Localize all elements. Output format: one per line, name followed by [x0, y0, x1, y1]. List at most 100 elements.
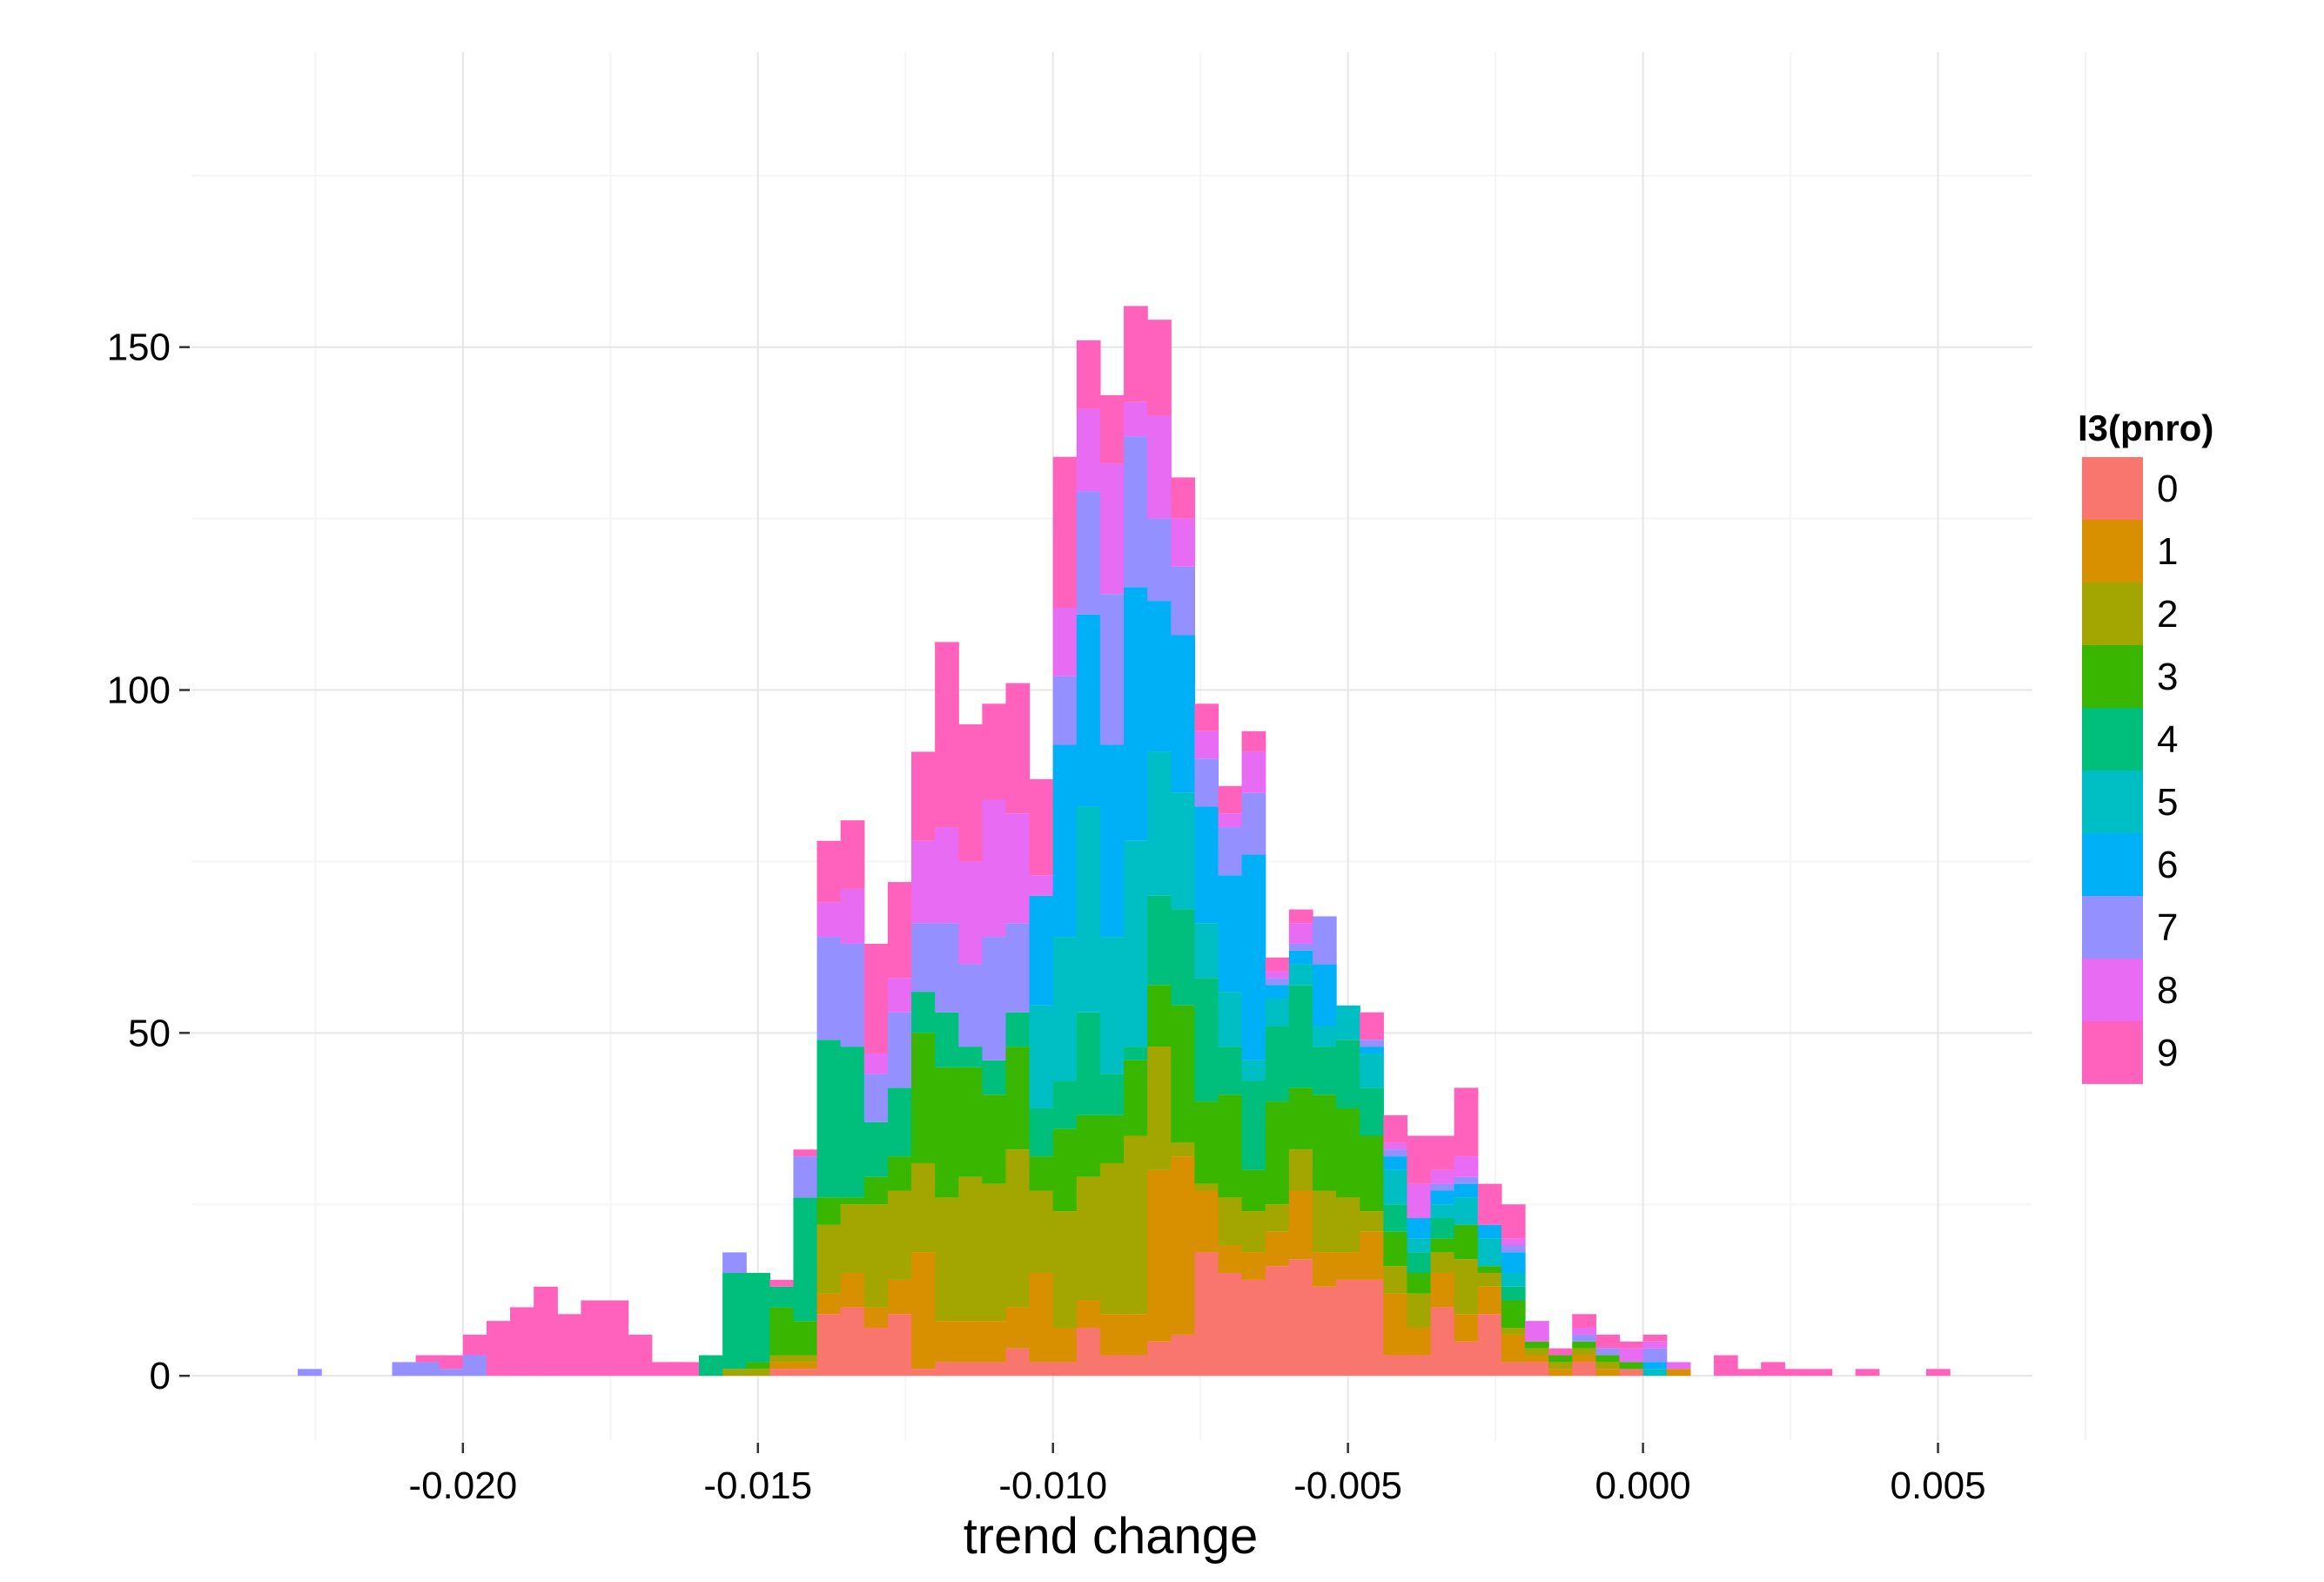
- histogram-bar-segment: [1052, 676, 1078, 745]
- histogram-bar-segment: [887, 1314, 912, 1377]
- histogram-bar-segment: [1052, 1362, 1078, 1377]
- histogram-bar-segment: [510, 1307, 534, 1377]
- histogram-bar-segment: [1336, 1252, 1360, 1280]
- histogram-bar-segment: [1076, 1114, 1101, 1177]
- histogram-bar-segment: [698, 1355, 723, 1377]
- histogram-bar-segment: [1241, 751, 1266, 793]
- histogram-bar-segment: [1925, 1369, 1951, 1377]
- histogram-bar-segment: [935, 1197, 959, 1322]
- bars-layer: [298, 306, 1951, 1377]
- histogram-bar-segment: [1360, 1135, 1384, 1212]
- histogram-bar-segment: [1147, 985, 1172, 1047]
- histogram-bar-segment: [1312, 1047, 1337, 1095]
- histogram-bar-segment: [1525, 1341, 1549, 1349]
- histogram-bar-segment: [1099, 594, 1125, 745]
- histogram-bar-segment: [982, 937, 1007, 1060]
- legend-label: 6: [2157, 844, 2178, 886]
- histogram-bar-segment: [462, 1355, 487, 1377]
- histogram-bar-segment: [887, 1012, 912, 1088]
- histogram-bar-segment: [1595, 1362, 1621, 1370]
- y-tick-label: 100: [107, 670, 171, 712]
- histogram-bar-segment: [1572, 1362, 1596, 1377]
- histogram-bar-segment: [1454, 1259, 1479, 1315]
- histogram-bar-segment: [1336, 1005, 1360, 1040]
- histogram-bar-segment: [1124, 436, 1148, 588]
- histogram-bar-segment: [1265, 957, 1290, 972]
- histogram-bar-segment: [816, 840, 842, 903]
- histogram-bar-segment: [793, 1369, 818, 1377]
- histogram-bar-segment: [1029, 875, 1054, 896]
- histogram-bar-segment: [887, 882, 912, 979]
- histogram-bar-segment: [935, 923, 959, 1013]
- histogram-bar-segment: [1501, 1286, 1526, 1301]
- histogram-bar-segment: [887, 1087, 912, 1157]
- histogram-bar-segment: [1124, 401, 1148, 437]
- histogram-bar-segment: [863, 943, 889, 1054]
- histogram-bar-segment: [1171, 477, 1196, 519]
- histogram-bar-segment: [793, 1156, 818, 1198]
- histogram-bar-segment: [415, 1355, 440, 1363]
- histogram-bar-segment: [816, 1293, 842, 1315]
- x-tick-label: -0.015: [703, 1464, 812, 1507]
- y-tick-label: 0: [150, 1355, 171, 1397]
- histogram-bar-segment: [1099, 463, 1125, 595]
- histogram-bar-segment: [1407, 1293, 1432, 1329]
- histogram-bar-segment: [1029, 895, 1054, 1006]
- legend-label: 3: [2157, 656, 2178, 698]
- legend-label: 5: [2157, 781, 2178, 824]
- histogram-bar-segment: [486, 1321, 511, 1377]
- histogram-bar-segment: [1005, 813, 1031, 924]
- histogram-bar-segment: [840, 1204, 865, 1274]
- histogram-bar-segment: [1005, 1012, 1031, 1047]
- histogram-bar-segment: [1288, 964, 1313, 986]
- histogram-bar-segment: [1076, 491, 1101, 615]
- histogram-bar-segment: [1124, 840, 1148, 1047]
- histogram-bar-segment: [651, 1362, 676, 1377]
- histogram-bar-segment: [1312, 1026, 1337, 1047]
- histogram-bar-segment: [982, 1183, 1007, 1322]
- histogram-bar-segment: [935, 1067, 959, 1198]
- histogram-bar-segment: [1288, 985, 1313, 1088]
- histogram-bar-segment: [816, 1224, 842, 1294]
- histogram-bar-segment: [1194, 758, 1219, 807]
- histogram-bar-segment: [1029, 1107, 1054, 1157]
- histogram-bar-segment: [1383, 1156, 1408, 1170]
- histogram-bar-segment: [1312, 916, 1337, 965]
- histogram-bar-segment: [675, 1362, 700, 1377]
- histogram-bar-segment: [1430, 1273, 1455, 1308]
- legend-key: [2082, 645, 2143, 708]
- histogram-bar-segment: [1076, 806, 1101, 1013]
- histogram-bar-segment: [1218, 1197, 1243, 1246]
- histogram-bar-segment: [1099, 1163, 1125, 1315]
- histogram-bar-segment: [1407, 1252, 1432, 1274]
- histogram-bar-segment: [1099, 1074, 1125, 1115]
- histogram-bar-segment: [1052, 1128, 1078, 1212]
- histogram-bar-segment: [1171, 566, 1196, 636]
- histogram-bar-segment: [1808, 1369, 1833, 1377]
- histogram-bar-segment: [887, 1156, 912, 1191]
- histogram-bar-segment: [1572, 1328, 1596, 1335]
- histogram-bar-segment: [1619, 1362, 1644, 1370]
- histogram-bar-segment: [1076, 1176, 1101, 1301]
- histogram-bar-segment: [746, 1362, 770, 1370]
- histogram-bar-segment: [1099, 744, 1125, 938]
- histogram-bar-segment: [1218, 813, 1243, 828]
- histogram-bar-segment: [982, 703, 1007, 800]
- histogram-bar-segment: [1147, 518, 1172, 602]
- histogram-bar-segment: [1360, 1087, 1384, 1136]
- histogram-bar-segment: [1218, 1047, 1243, 1095]
- histogram-bar-segment: [982, 1321, 1007, 1363]
- histogram-bar-segment: [1147, 751, 1172, 896]
- histogram-bar-segment: [982, 799, 1007, 938]
- histogram-bar-segment: [298, 1369, 322, 1377]
- histogram-bar-segment: [1595, 1355, 1621, 1363]
- histogram-bar-segment: [1029, 1005, 1054, 1108]
- histogram-bar-segment: [793, 1149, 818, 1157]
- histogram-bar-segment: [1029, 1190, 1054, 1274]
- x-tick-label: -0.005: [1293, 1464, 1402, 1507]
- histogram-bar-segment: [1430, 1307, 1455, 1377]
- histogram-bar-segment: [1241, 1279, 1266, 1377]
- histogram-bar-segment: [911, 923, 936, 993]
- histogram-bar-segment: [604, 1300, 629, 1377]
